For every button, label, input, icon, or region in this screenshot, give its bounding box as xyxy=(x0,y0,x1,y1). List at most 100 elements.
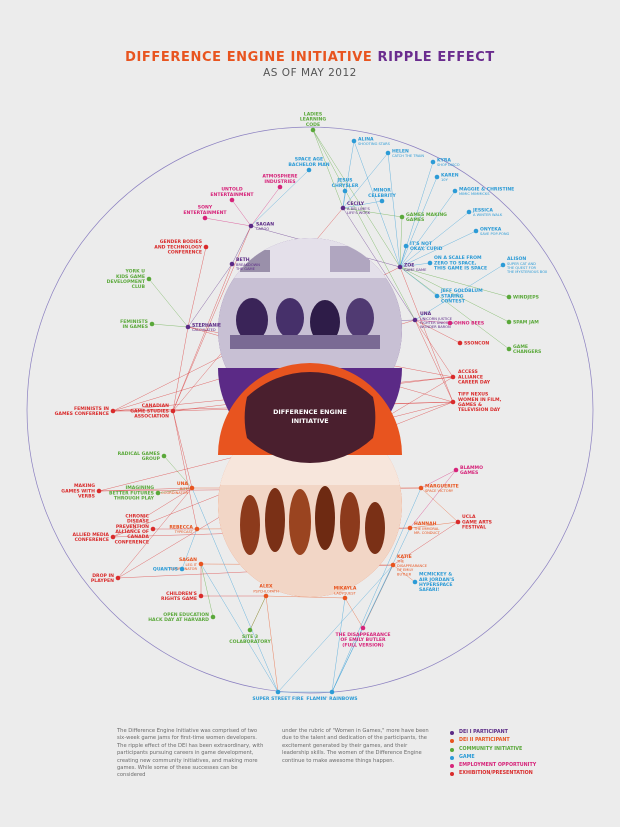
node-sublabel: THE IMMORAL xyxy=(413,527,439,531)
node-label: KAREN xyxy=(441,172,459,178)
node-dot xyxy=(146,276,152,282)
node-dot xyxy=(412,579,418,585)
node-dot xyxy=(430,159,436,165)
edge-spamjam-zoe xyxy=(399,266,510,323)
node-label: OHNO BEES xyxy=(454,320,484,326)
node-dot xyxy=(110,408,116,414)
node-label: RADICAL GAMES xyxy=(118,451,160,457)
edge-site3-alex xyxy=(249,595,267,631)
node-dot xyxy=(452,188,458,194)
edge-tiff-zoe xyxy=(399,266,454,403)
node-sublabel: CATCH THE TRAIN xyxy=(392,154,424,158)
edge-beth-sagan1 xyxy=(231,225,252,265)
node-dot xyxy=(506,346,512,352)
node-dot xyxy=(155,490,161,496)
edge-atmosphere-sagan1 xyxy=(250,186,281,227)
node-dot xyxy=(229,261,235,267)
node-dot xyxy=(403,243,409,249)
legend-dot-icon xyxy=(450,764,454,769)
legend-dot-icon xyxy=(450,747,454,752)
node-label: DROP IN xyxy=(92,573,114,579)
node-dot xyxy=(385,150,391,156)
node-label: ACCESS xyxy=(458,369,478,375)
edge-canadian-stephanie xyxy=(172,326,189,412)
node-sublabel: SHOOTING STARS xyxy=(358,142,391,146)
legend-item: DEI I PARTICIPANT xyxy=(450,729,590,737)
node-label: BACHELOR MAN xyxy=(288,162,329,168)
edge-allied-una2 xyxy=(112,487,193,538)
node-label: CLUB xyxy=(132,284,146,290)
edge-minor-cecily xyxy=(342,200,383,209)
edge-superstreet-katie xyxy=(277,564,394,693)
node-label: SAGAN xyxy=(256,221,274,227)
node-dot xyxy=(189,485,195,491)
node-label: JESUS xyxy=(336,178,352,184)
node-label: KATIE xyxy=(397,554,412,560)
node-dot xyxy=(310,127,316,133)
legend-label: DEI II PARTICIPANT xyxy=(459,738,510,744)
edge-untold-sagan1 xyxy=(231,199,252,227)
legend-item: DEI II PARTICIPANT xyxy=(450,737,590,745)
node-sublabel: GAME GAME xyxy=(404,268,427,272)
node-dot xyxy=(275,689,281,695)
legend-label: GAME xyxy=(459,754,475,760)
edge-alina-zoe xyxy=(353,140,401,268)
node-label: UNTOLD xyxy=(221,187,243,193)
node-label: STARING xyxy=(441,293,464,299)
legend-dot-icon xyxy=(450,772,454,777)
edge-onascale-zoe xyxy=(399,262,431,268)
node-label: JESSICA xyxy=(472,207,493,213)
node-sublabel: DISAPPEARANCE xyxy=(397,564,428,568)
node-dot xyxy=(96,488,102,494)
node-label: SPAM JAM xyxy=(513,319,539,325)
node-dot xyxy=(248,223,254,229)
node-sublabel: CARGO xyxy=(256,227,269,231)
edge-gamesmaking-cecily xyxy=(342,207,403,218)
node-label: SPACE AGE xyxy=(295,157,323,163)
node-label: ALLIANCE xyxy=(458,374,483,380)
node-label: CANADIAN xyxy=(142,403,169,409)
node-label: STEPHANIE xyxy=(192,322,221,328)
node-sublabel: COORDINATOR xyxy=(161,491,188,495)
node-label: TIFF NEXUS xyxy=(458,392,488,398)
node-label: HACK DAY AT HARVARD xyxy=(148,617,209,623)
node-spamjam: SPAM JAM xyxy=(506,319,539,325)
edge-hannah-ucla xyxy=(409,521,459,529)
node-dot xyxy=(434,293,440,299)
edge-tiff-una1 xyxy=(414,319,454,403)
node-sublabel: WONDER BARON xyxy=(420,325,451,329)
node-sublabel: THE xyxy=(396,560,405,564)
legend-label: DEI I PARTICIPANT xyxy=(459,730,508,735)
edge-maggie-zoe xyxy=(399,190,456,268)
node-quantus: QUANTUS xyxy=(153,566,185,572)
node-label: PLAYPEN xyxy=(91,578,114,584)
node-dot xyxy=(110,534,116,540)
node-label: ONYEKA xyxy=(480,226,502,232)
node-sublabel: THE GAME xyxy=(235,267,256,271)
node-sublabel: THE QUEST FOR xyxy=(506,266,537,270)
node-label: VERBS xyxy=(78,494,95,500)
node-dot xyxy=(229,197,235,203)
node-label: SAGAN xyxy=(179,557,197,563)
node-label: ALLIANCE OF xyxy=(115,529,149,535)
node-label: GAME STUDIES xyxy=(130,408,169,414)
node-label: WOMEN IN FILM, xyxy=(458,397,502,403)
node-dot xyxy=(202,215,208,221)
edge-flamin-mikayla xyxy=(331,597,346,693)
edge-helen-cecily xyxy=(342,152,389,209)
node-sublabel: 10Y xyxy=(441,178,449,182)
